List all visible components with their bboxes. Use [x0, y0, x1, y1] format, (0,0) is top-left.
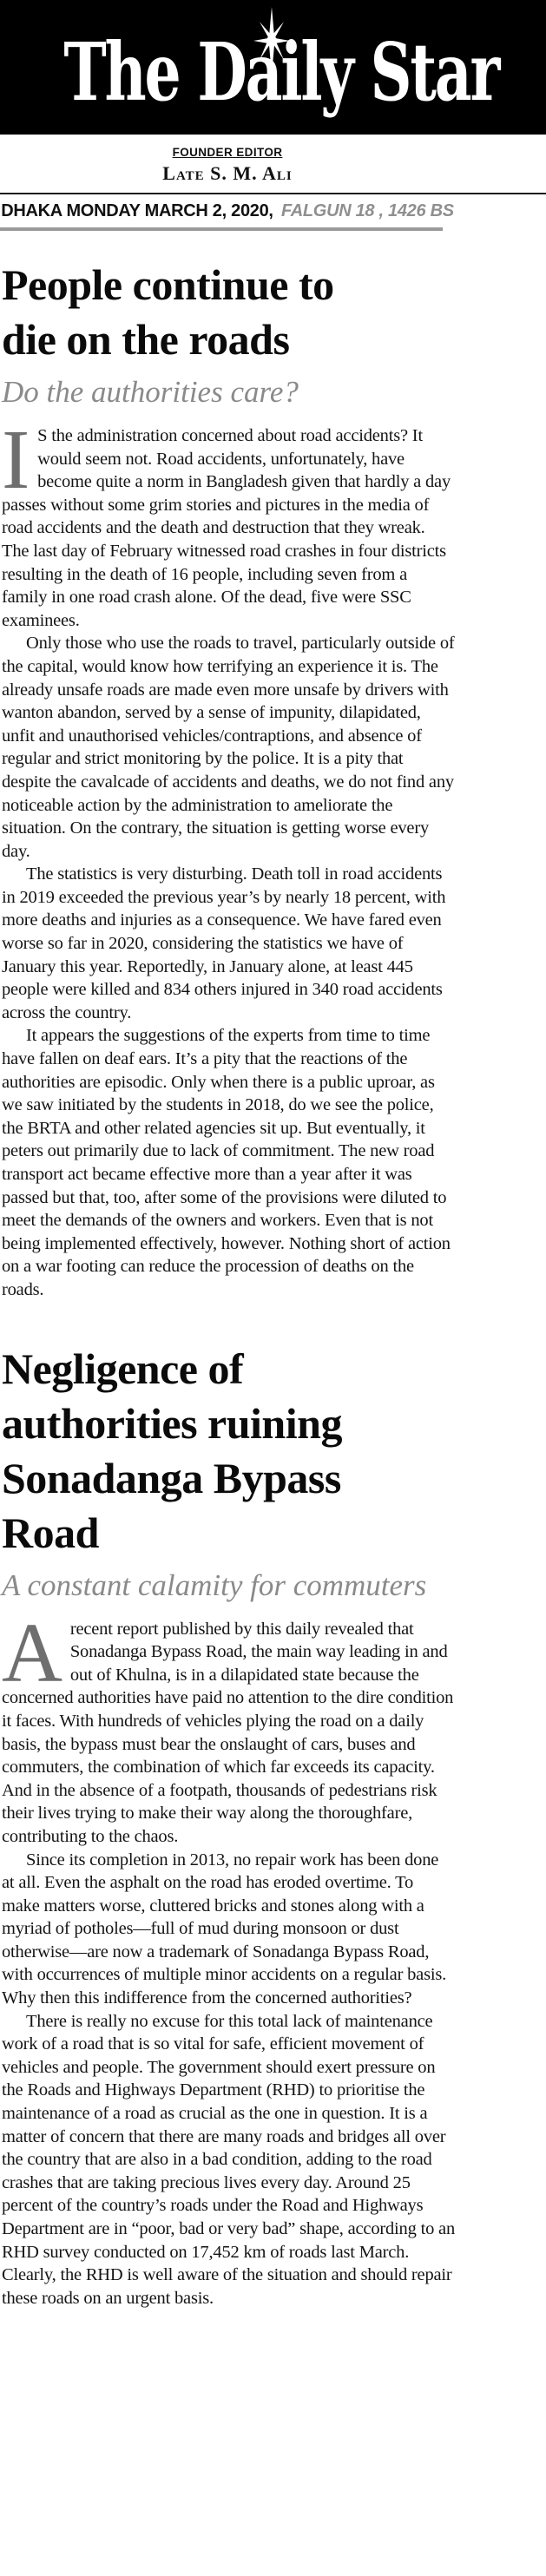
headline-line: Negligence of [2, 1344, 244, 1393]
newspaper-title: The Daily Star [63, 24, 500, 119]
article-headline: People continue to die on the roads [2, 258, 457, 367]
headline-line: Sonadanga Bypass [2, 1453, 341, 1502]
headline-line: die on the roads [2, 315, 290, 364]
article-road-deaths: People continue to die on the roads Do t… [2, 258, 457, 1302]
divider-thick [0, 227, 443, 231]
dateline-gregorian: DHAKA MONDAY MARCH 2, 2020, [1, 201, 273, 220]
article-subhead: A constant calamity for commuters [2, 1567, 427, 1602]
masthead: The Daily Star [0, 0, 546, 135]
drop-cap: I [2, 413, 30, 506]
paragraph-text: S the administration concerned about roa… [2, 426, 451, 630]
headline-line: Road [2, 1508, 99, 1557]
dateline: DHAKA MONDAY MARCH 2, 2020, FALGUN 18 , … [0, 194, 455, 227]
founder-editor-label: FOUNDER EDITOR [172, 146, 283, 159]
article-subhead: Do the authorities care? [2, 375, 299, 409]
paragraph: Since its completion in 2013, no repair … [2, 1850, 447, 2008]
drop-cap: A [2, 1606, 62, 1699]
founder-block: FOUNDER EDITOR Late S. M. Ali [0, 135, 455, 185]
star-icon [253, 7, 290, 75]
founder-editor-name: Late S. M. Ali [162, 162, 293, 184]
paragraph-text: recent report published by this daily re… [2, 1619, 454, 1846]
headline-line: authorities ruining [2, 1398, 342, 1448]
paragraph: It appears the suggestions of the expert… [2, 1026, 451, 1299]
article-sonadanga-bypass: Negligence of authorities ruining Sonada… [2, 1342, 457, 2310]
paragraph: There is really no excuse for this total… [2, 2011, 456, 2308]
paragraph: The statistics is very disturbing. Death… [2, 864, 446, 1022]
paragraph: Only those who use the roads to travel, … [2, 634, 455, 861]
article-headline: Negligence of authorities ruining Sonada… [2, 1342, 457, 1561]
dateline-bengali: FALGUN 18 , 1426 BS [280, 201, 454, 220]
headline-line: People continue to [2, 260, 334, 309]
divider-thin [0, 193, 546, 194]
